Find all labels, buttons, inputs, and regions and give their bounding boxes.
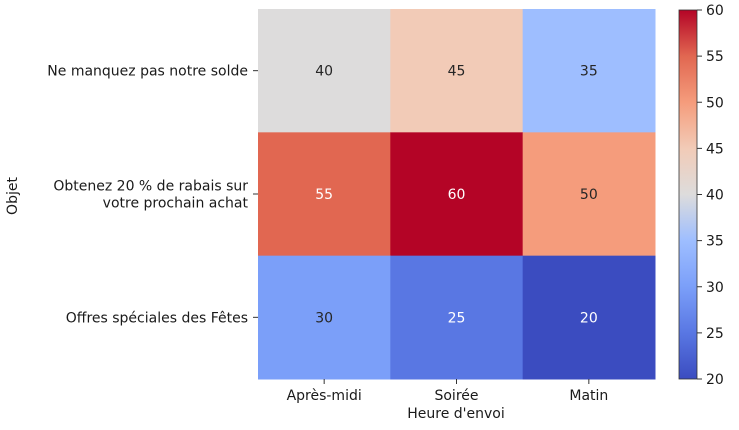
x-tick-label: Matin xyxy=(569,388,608,404)
heatmap-cell xyxy=(258,9,391,133)
heatmap-cell xyxy=(522,132,656,257)
x-tick-label: Après-midi xyxy=(287,388,362,404)
y-tick-label: Offres spéciales des Fêtes xyxy=(66,310,248,326)
heatmap-cell xyxy=(522,255,656,380)
colorbar xyxy=(678,9,698,380)
cell-value-label: 35 xyxy=(580,64,598,80)
colorbar-tick-label: 30 xyxy=(706,280,724,296)
colorbar-tick-label: 55 xyxy=(706,49,724,65)
heatmap-cell xyxy=(522,9,656,133)
colorbar-tick-label: 45 xyxy=(706,141,724,157)
colorbar-tick-label: 60 xyxy=(706,3,724,19)
cell-value-label: 45 xyxy=(448,64,466,80)
colorbar-tick-label: 25 xyxy=(706,326,724,342)
colorbar-tick-label: 40 xyxy=(706,188,724,204)
heatmap-cell xyxy=(390,255,524,380)
colorbar-tick-label: 20 xyxy=(706,372,724,388)
cell-value-label: 25 xyxy=(448,310,466,326)
heatmap-cells xyxy=(258,9,656,380)
colorbar-tick-label: 50 xyxy=(706,95,724,111)
heatmap-cell xyxy=(390,9,524,133)
cell-value-label: 60 xyxy=(448,187,466,203)
x-tick-label: Soirée xyxy=(434,388,478,404)
heatmap-cell xyxy=(258,255,391,380)
y-tick-label: Obtenez 20 % de rabais sur xyxy=(53,179,248,195)
heatmap-cell xyxy=(258,132,391,257)
cell-value-label: 20 xyxy=(580,310,598,326)
x-axis: Après-midi Soirée Matin xyxy=(287,379,608,404)
cell-value-label: 40 xyxy=(315,64,333,80)
y-axis: Ne manquez pas notre solde Obtenez 20 % d… xyxy=(47,64,258,326)
y-axis-label: Objet xyxy=(5,177,21,215)
y-tick-label: votre prochain achat xyxy=(103,196,249,212)
heatmap-cell-labels: 40 45 35 55 60 50 30 25 20 xyxy=(315,64,597,327)
y-tick-label: Ne manquez pas notre solde xyxy=(47,64,248,80)
colorbar-ticks: 20 25 30 35 40 45 50 55 60 xyxy=(697,3,724,388)
x-axis-label: Heure d'envoi xyxy=(407,406,505,422)
heatmap-cell xyxy=(390,132,524,257)
cell-value-label: 55 xyxy=(315,187,333,203)
cell-value-label: 50 xyxy=(580,187,598,203)
colorbar-gradient xyxy=(678,9,698,380)
cell-value-label: 30 xyxy=(315,310,333,326)
colorbar-tick-label: 35 xyxy=(706,234,724,250)
